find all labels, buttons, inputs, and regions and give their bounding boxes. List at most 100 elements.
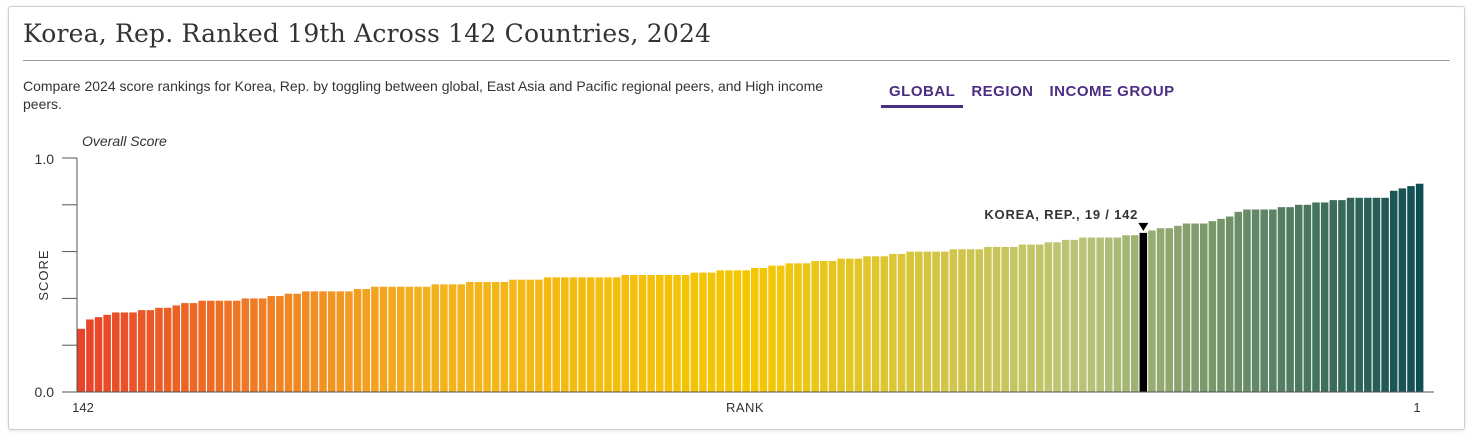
- bar[interactable]: [1251, 209, 1260, 392]
- bar[interactable]: [552, 277, 560, 392]
- bar[interactable]: [241, 298, 250, 392]
- bar[interactable]: [474, 282, 483, 392]
- bar[interactable]: [448, 284, 457, 392]
- bar[interactable]: [1208, 221, 1217, 392]
- bar[interactable]: [707, 272, 716, 392]
- bar[interactable]: [1303, 204, 1312, 392]
- bar[interactable]: [1122, 235, 1130, 392]
- bar[interactable]: [794, 263, 802, 392]
- bar[interactable]: [1191, 223, 1199, 392]
- bar[interactable]: [621, 275, 630, 392]
- bar[interactable]: [422, 286, 431, 392]
- bar[interactable]: [526, 279, 535, 392]
- bar[interactable]: [923, 251, 932, 392]
- bar[interactable]: [647, 275, 655, 392]
- bar[interactable]: [889, 253, 897, 392]
- bar[interactable]: [751, 267, 759, 392]
- bar[interactable]: [958, 249, 966, 392]
- bar[interactable]: [820, 260, 828, 392]
- bar[interactable]: [336, 291, 345, 392]
- bar[interactable]: [586, 277, 595, 392]
- bar[interactable]: [120, 312, 129, 392]
- bar[interactable]: [673, 275, 681, 392]
- bar[interactable]: [509, 279, 517, 392]
- bar[interactable]: [232, 300, 241, 392]
- bar[interactable]: [932, 251, 940, 392]
- bar[interactable]: [284, 293, 293, 392]
- bar[interactable]: [86, 319, 94, 392]
- bar[interactable]: [1010, 246, 1018, 392]
- bar[interactable]: [258, 298, 267, 392]
- bar[interactable]: [992, 246, 1001, 392]
- tab-income-group[interactable]: INCOME GROUP: [1049, 83, 1175, 100]
- bar[interactable]: [198, 300, 206, 392]
- bar[interactable]: [1130, 235, 1139, 392]
- bar[interactable]: [1407, 186, 1415, 392]
- bar[interactable]: [345, 291, 353, 392]
- tab-region[interactable]: REGION: [971, 83, 1034, 100]
- bar[interactable]: [396, 286, 405, 392]
- bar[interactable]: [811, 260, 819, 392]
- bar[interactable]: [543, 277, 552, 392]
- bar[interactable]: [1096, 237, 1104, 392]
- bar[interactable]: [638, 275, 647, 392]
- bar[interactable]: [163, 307, 172, 392]
- bar[interactable]: [1053, 242, 1061, 392]
- bar[interactable]: [319, 291, 327, 392]
- bar[interactable]: [1381, 197, 1389, 392]
- bar-highlighted[interactable]: [1139, 232, 1148, 392]
- bar[interactable]: [1312, 202, 1320, 392]
- bar[interactable]: [1364, 197, 1372, 392]
- bar[interactable]: [1355, 197, 1363, 392]
- bar[interactable]: [1035, 244, 1044, 392]
- bar[interactable]: [699, 272, 707, 392]
- bar[interactable]: [656, 275, 664, 392]
- bar[interactable]: [155, 307, 163, 392]
- bar[interactable]: [1165, 228, 1173, 392]
- bar[interactable]: [1398, 188, 1407, 392]
- bar[interactable]: [293, 293, 301, 392]
- bar[interactable]: [880, 256, 889, 392]
- bar[interactable]: [1286, 207, 1294, 392]
- bar[interactable]: [906, 251, 914, 392]
- bar[interactable]: [1113, 237, 1122, 392]
- bar[interactable]: [1346, 197, 1355, 392]
- bar[interactable]: [966, 249, 975, 392]
- bar[interactable]: [388, 286, 396, 392]
- bar[interactable]: [137, 310, 146, 392]
- bar[interactable]: [776, 265, 785, 392]
- bar[interactable]: [379, 286, 388, 392]
- bar[interactable]: [146, 310, 155, 392]
- bar[interactable]: [1200, 223, 1208, 392]
- bar[interactable]: [975, 249, 984, 392]
- bar[interactable]: [1329, 200, 1338, 392]
- bar[interactable]: [353, 289, 362, 392]
- bar[interactable]: [1372, 197, 1381, 392]
- bar[interactable]: [768, 265, 776, 392]
- bar[interactable]: [1148, 230, 1156, 392]
- bar[interactable]: [491, 282, 500, 392]
- bar[interactable]: [250, 298, 258, 392]
- bar[interactable]: [517, 279, 526, 392]
- bar[interactable]: [207, 300, 215, 392]
- bar[interactable]: [276, 296, 284, 392]
- bar[interactable]: [1389, 190, 1398, 392]
- bar[interactable]: [1217, 218, 1225, 392]
- bar[interactable]: [716, 270, 724, 392]
- bar[interactable]: [1225, 216, 1234, 393]
- bar[interactable]: [77, 328, 86, 392]
- bar[interactable]: [1269, 209, 1277, 392]
- bar[interactable]: [103, 314, 111, 392]
- bar[interactable]: [871, 256, 880, 392]
- bar[interactable]: [1079, 237, 1087, 392]
- bar[interactable]: [483, 282, 491, 392]
- bar[interactable]: [535, 279, 543, 392]
- bar[interactable]: [327, 291, 336, 392]
- bar[interactable]: [854, 258, 863, 392]
- bar[interactable]: [690, 272, 699, 392]
- bar[interactable]: [112, 312, 120, 392]
- bar[interactable]: [1338, 200, 1346, 392]
- bar[interactable]: [1234, 211, 1243, 392]
- bar[interactable]: [612, 277, 621, 392]
- bar[interactable]: [224, 300, 232, 392]
